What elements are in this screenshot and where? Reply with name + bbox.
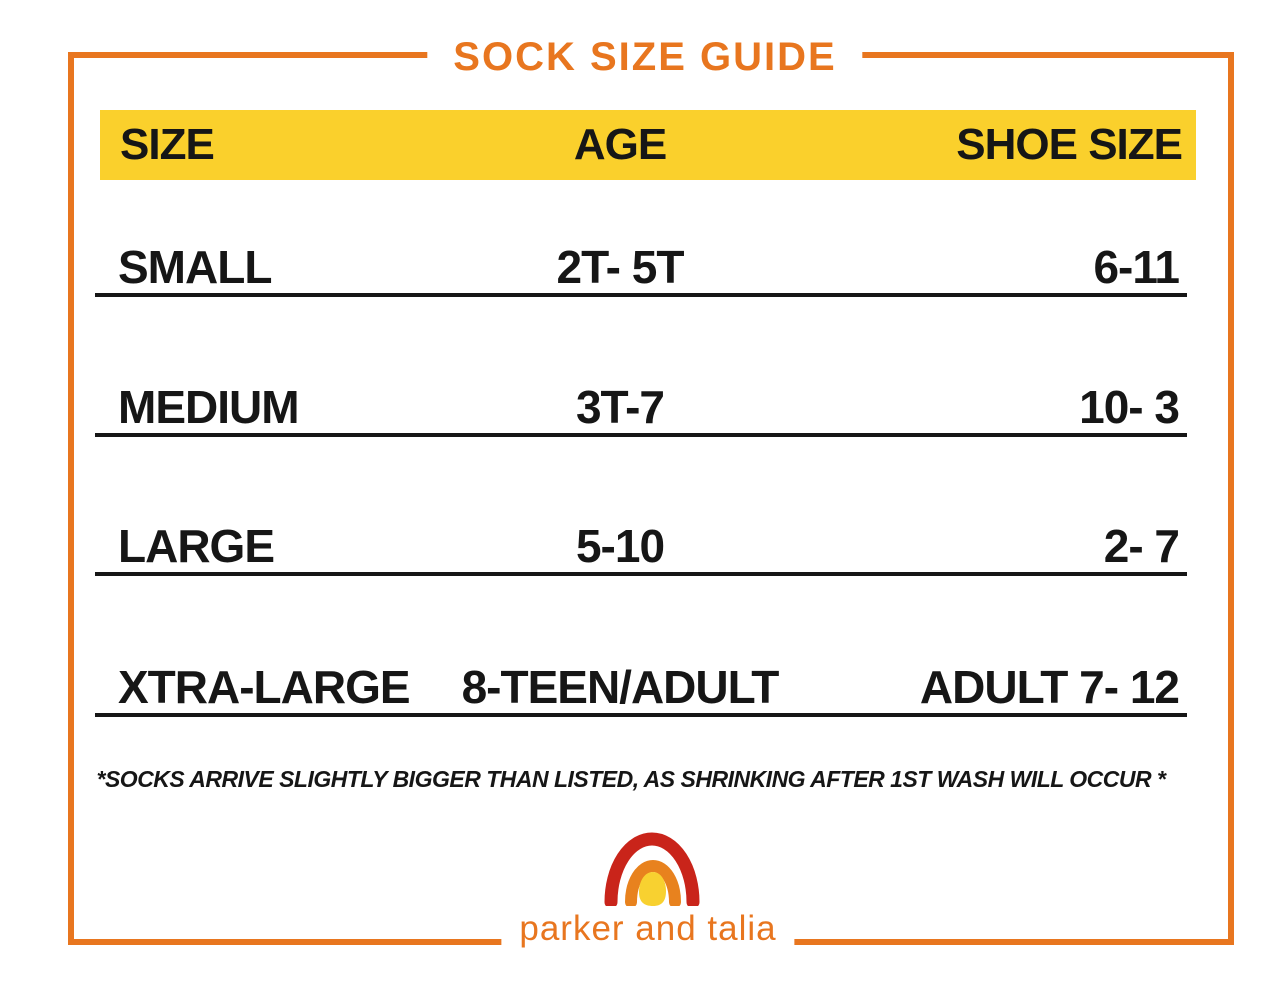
shoe-size-value: ADULT 7- 12 [919,660,1180,713]
rainbow-icon [604,832,700,909]
size-value: XTRA-LARGE [118,660,411,713]
table-row: XTRA-LARGE 8-TEEN/ADULT ADULT 7- 12 [95,649,1187,717]
header-size: SIZE [120,120,215,169]
header-shoe-size: SHOE SIZE [956,120,1183,169]
shrinkage-footnote: *SOCKS ARRIVE SLIGHTLY BIGGER THAN LISTE… [96,766,1166,792]
age-value: 8-TEEN/ADULT [461,660,780,713]
table-row: MEDIUM 3T-7 10- 3 [95,369,1187,437]
table-header-row: SIZE AGE SHOE SIZE [100,110,1196,180]
size-value: LARGE [118,519,275,572]
table-row: LARGE 5-10 2- 7 [95,508,1187,576]
shoe-size-value: 10- 3 [1079,380,1180,433]
age-value: 2T- 5T [556,240,685,293]
size-value: MEDIUM [118,380,300,433]
header-age: AGE [573,120,667,169]
shoe-size-value: 6-11 [1093,240,1180,293]
size-value: SMALL [118,240,272,293]
age-value: 5-10 [575,519,665,572]
border-frame [68,52,1234,945]
brand-logo [601,830,703,910]
shoe-size-value: 2- 7 [1103,519,1180,572]
age-value: 3T-7 [575,380,665,433]
table-row: SMALL 2T- 5T 6-11 [95,229,1187,297]
brand-name: parker and talia [501,906,795,952]
page-title: SOCK SIZE GUIDE [427,30,863,84]
